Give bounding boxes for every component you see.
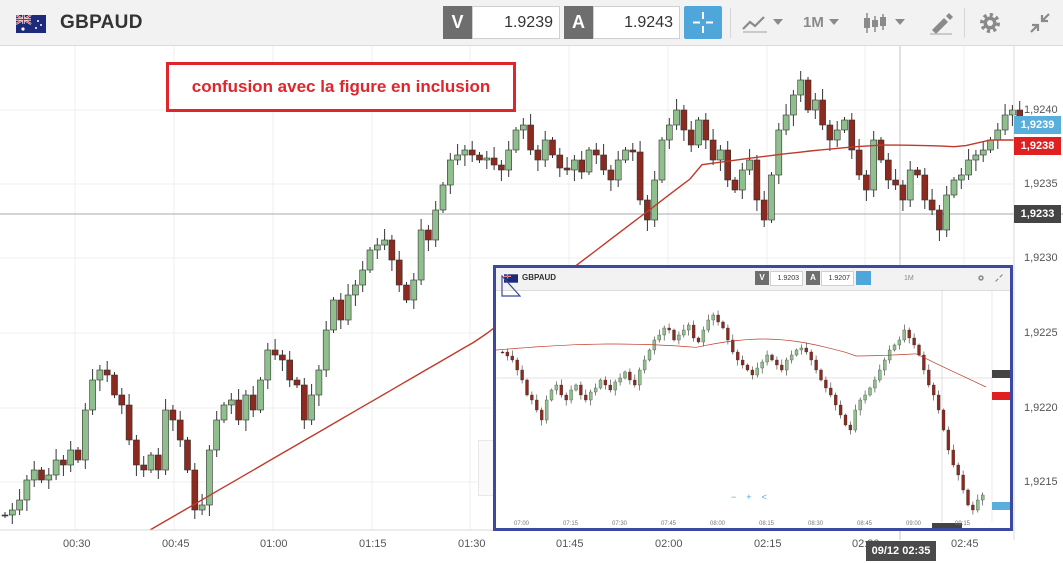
price-label: 1,9230: [1024, 252, 1058, 264]
inset-time-label: 07:00: [514, 521, 530, 527]
inset-symbol: GBPAUD: [522, 273, 557, 282]
toolbar-separator: [964, 8, 965, 38]
inset-time-label: 09:15: [955, 521, 971, 527]
candlestick-icon[interactable]: [860, 10, 890, 36]
time-label: 00:45: [162, 538, 190, 550]
cursor-time-tooltip: 09/12 02:35: [866, 541, 936, 561]
cursor-price-badge: 1,9233: [1014, 205, 1061, 223]
bid-price-badge: 1,9238: [1014, 137, 1061, 155]
chevron-down-icon[interactable]: [773, 19, 783, 25]
chevron-down-icon[interactable]: [829, 19, 839, 25]
ask-tag[interactable]: A: [564, 6, 593, 39]
price-label: 1,9225: [1024, 327, 1058, 339]
inset-bid-tag: V: [755, 271, 769, 285]
inset-chart-screenshot: GBPAUD V 1.9203 A 1.9207 1M − + < 07:00 0…: [493, 265, 1013, 531]
chevron-down-icon[interactable]: [895, 19, 905, 25]
bid-price[interactable]: 1.9239: [472, 6, 560, 39]
inset-time-label: 08:45: [857, 521, 873, 527]
moving-average-line: [149, 139, 1014, 531]
inset-time-label: 08:30: [808, 521, 824, 527]
inset-ask-price: 1.9207: [821, 271, 854, 286]
gear-icon[interactable]: [977, 10, 1003, 36]
time-label: 02:15: [754, 538, 782, 550]
symbol-title: GBPAUD: [60, 12, 143, 33]
share-icon: <: [761, 492, 767, 502]
inset-ask-tag: A: [806, 271, 820, 285]
inset-toolbar: GBPAUD V 1.9203 A 1.9207 1M: [496, 268, 1010, 291]
toolbar: GBPAUD V 1.9239 A 1.9243 1M: [0, 0, 1063, 46]
inset-bid-price: 1.9203: [770, 271, 803, 286]
inset-time-label: 07:30: [612, 521, 628, 527]
drawing-icon[interactable]: [927, 10, 955, 36]
price-label: 1,9215: [1024, 476, 1058, 488]
candlestick-series: [1, 71, 1031, 524]
zoom-out-icon: −: [731, 492, 737, 502]
inset-time-label: 07:45: [661, 521, 677, 527]
time-label: 02:00: [655, 538, 683, 550]
collapse-icon[interactable]: [1027, 10, 1053, 36]
toolbar-separator: [730, 8, 731, 38]
time-label: 01:15: [359, 538, 387, 550]
ask-price-badge: 1,9239: [1014, 116, 1061, 134]
gear-icon: [978, 275, 984, 281]
inset-time-label: 08:00: [710, 521, 726, 527]
inset-zoom-controls: − + <: [731, 492, 767, 502]
flag-uk-au-icon: [16, 15, 46, 33]
time-label: 01:30: [458, 538, 486, 550]
inset-time-label: 09:00: [906, 521, 922, 527]
price-label: 1,9220: [1024, 402, 1058, 414]
annotation-box: confusion avec la figure en inclusion: [166, 62, 516, 112]
time-label: 02:45: [951, 538, 979, 550]
price-label: 1,9235: [1024, 178, 1058, 190]
bid-tag[interactable]: V: [443, 6, 472, 39]
inset-time-label: 08:15: [759, 521, 775, 527]
inset-timeframe: 1M: [904, 275, 914, 282]
ask-price[interactable]: 1.9243: [593, 6, 680, 39]
crosshair-button[interactable]: [684, 6, 722, 39]
inset-corner-mark: [501, 275, 521, 297]
inset-time-label: 07:15: [563, 521, 579, 527]
crosshair-icon: [693, 12, 713, 33]
price-label: 1,9240: [1024, 104, 1058, 116]
collapse-icon: [995, 274, 1003, 282]
inset-price-chart: [496, 290, 1010, 528]
timeframe-selector[interactable]: 1M: [803, 14, 824, 31]
line-chart-icon[interactable]: [740, 10, 770, 36]
time-label: 01:00: [260, 538, 288, 550]
inset-crosshair-icon: [856, 271, 871, 285]
flag-uk-au-icon: [504, 274, 518, 283]
zoom-in-icon: +: [746, 492, 752, 502]
time-label: 00:30: [63, 538, 91, 550]
time-label: 01:45: [556, 538, 584, 550]
